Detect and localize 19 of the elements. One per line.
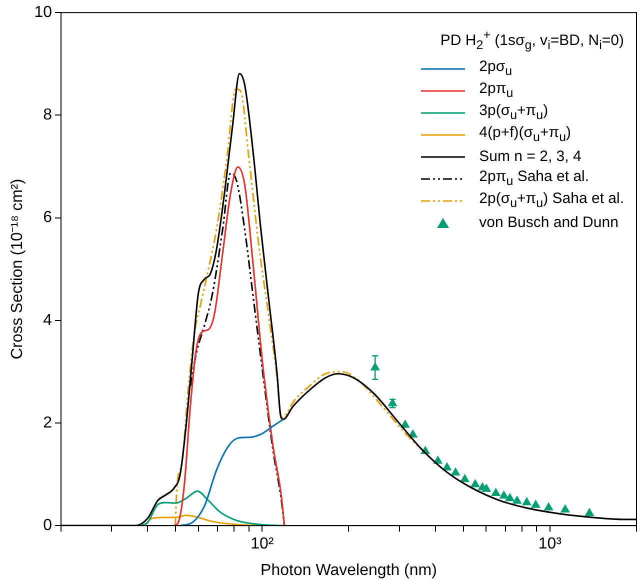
legend-label: 3p(σ$_{u}$+π$_{u}$): [479, 102, 548, 122]
y-tick-label: 0: [43, 517, 52, 534]
y-tick-label: 6: [43, 209, 52, 226]
y-tick-label: 4: [43, 312, 52, 329]
x-tick-label: 10³: [538, 536, 562, 553]
legend-label: 2p(σ$_{u}$+π$_{u}$) Saha et al.: [479, 189, 624, 212]
y-tick-label: 2: [43, 414, 52, 432]
legend-label: Sum n = 2, 3, 4: [479, 147, 582, 167]
legend-label: 4(p+f)(σ$_{u}$+π$_{u}$): [479, 123, 572, 146]
legend-label: von Busch and Dunn: [479, 213, 618, 233]
y-tick-label: 10: [34, 4, 52, 22]
y-tick-label: 8: [43, 106, 52, 124]
x-axis-title: Photon Wavelength (nm): [260, 562, 437, 579]
y-axis-title: Cross Section (10⁻¹⁸ cm²): [9, 178, 26, 360]
legend-label: 2pπ$_{u}$ Saha et al.: [479, 168, 590, 188]
legend-label: 2pπ$_{u}$: [479, 80, 514, 100]
x-tick-label: 10²: [250, 536, 274, 553]
legend-label: 2pσ$_{u}$: [479, 58, 512, 78]
text: PD H$_{2}$$^{+}$ (1sσ$_{g}$, v$_{i}$=BD, N$_{i}$=0): [440, 28, 624, 52]
